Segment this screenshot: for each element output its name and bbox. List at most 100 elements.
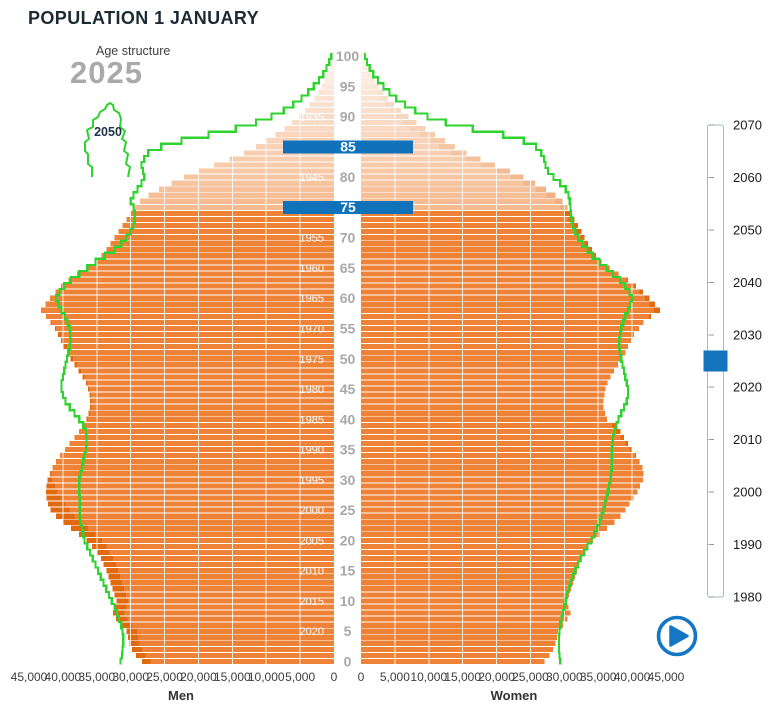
women-bar[interactable] xyxy=(361,453,635,459)
men-bar[interactable] xyxy=(314,95,334,101)
men-surplus-bar[interactable] xyxy=(56,513,75,519)
men-bar[interactable] xyxy=(80,519,334,525)
women-bar[interactable] xyxy=(361,83,374,89)
men-surplus-bar[interactable] xyxy=(121,622,133,628)
age-marker-75[interactable]: 75 xyxy=(283,199,413,215)
women-surplus-bar[interactable] xyxy=(564,210,572,217)
men-bar[interactable] xyxy=(54,483,334,489)
men-surplus-bar[interactable] xyxy=(129,640,140,646)
women-bar[interactable] xyxy=(361,283,635,289)
men-bar[interactable] xyxy=(74,513,335,519)
men-surplus-bar[interactable] xyxy=(74,362,78,368)
women-bar[interactable] xyxy=(361,562,580,568)
women-bar[interactable] xyxy=(361,180,524,186)
men-bar[interactable] xyxy=(171,180,334,186)
women-bar[interactable] xyxy=(361,646,553,652)
men-bar[interactable] xyxy=(159,186,334,192)
women-bar[interactable] xyxy=(361,186,536,192)
women-bar[interactable] xyxy=(361,434,621,441)
women-bar[interactable] xyxy=(361,192,547,198)
women-bar[interactable] xyxy=(361,592,570,598)
women-bar[interactable] xyxy=(361,374,611,380)
women-bar[interactable] xyxy=(361,507,626,513)
women-bar[interactable] xyxy=(361,204,561,210)
men-bar[interactable] xyxy=(102,537,334,543)
age-marker-85[interactable]: 85 xyxy=(283,139,413,155)
men-bar[interactable] xyxy=(140,198,334,204)
men-bar[interactable] xyxy=(61,495,335,501)
women-bar[interactable] xyxy=(361,628,559,634)
women-bar[interactable] xyxy=(361,410,605,416)
women-bar[interactable] xyxy=(361,65,366,71)
women-bar[interactable] xyxy=(361,604,569,610)
men-surplus-bar[interactable] xyxy=(110,580,122,586)
women-surplus-bar[interactable] xyxy=(376,89,384,95)
men-bar[interactable] xyxy=(291,120,334,126)
men-surplus-bar[interactable] xyxy=(50,319,52,326)
men-bar[interactable] xyxy=(45,313,334,319)
men-surplus-bar[interactable] xyxy=(116,598,128,604)
men-bar[interactable] xyxy=(126,604,334,610)
men-bar[interactable] xyxy=(87,416,334,422)
men-bar[interactable] xyxy=(87,380,335,386)
women-bar[interactable] xyxy=(361,337,631,344)
men-bar[interactable] xyxy=(148,192,334,198)
women-bar[interactable] xyxy=(361,241,585,247)
men-bar[interactable] xyxy=(65,501,334,507)
men-bar[interactable] xyxy=(106,543,335,550)
women-bar[interactable] xyxy=(361,495,634,501)
women-surplus-bar[interactable] xyxy=(593,253,597,259)
women-surplus-bar[interactable] xyxy=(625,440,629,447)
men-bar[interactable] xyxy=(81,368,334,374)
women-surplus-bar[interactable] xyxy=(634,453,637,459)
men-bar[interactable] xyxy=(90,392,334,398)
men-surplus-bar[interactable] xyxy=(132,646,143,652)
women-bar[interactable] xyxy=(361,555,582,562)
women-surplus-bar[interactable] xyxy=(370,77,375,83)
men-bar[interactable] xyxy=(89,386,334,392)
men-surplus-bar[interactable] xyxy=(115,616,128,622)
men-surplus-bar[interactable] xyxy=(88,410,90,416)
women-bar[interactable] xyxy=(361,428,616,435)
men-bar[interactable] xyxy=(77,271,334,277)
women-surplus-bar[interactable] xyxy=(576,228,582,235)
men-surplus-bar[interactable] xyxy=(100,555,114,562)
men-bar[interactable] xyxy=(214,162,334,168)
men-bar[interactable] xyxy=(117,568,335,574)
women-bar[interactable] xyxy=(361,53,364,59)
men-bar[interactable] xyxy=(327,71,334,77)
men-surplus-bar[interactable] xyxy=(90,398,92,404)
men-bar[interactable] xyxy=(136,628,334,634)
women-bar[interactable] xyxy=(361,519,615,525)
women-bar[interactable] xyxy=(361,580,574,586)
women-surplus-bar[interactable] xyxy=(580,235,585,241)
men-surplus-bar[interactable] xyxy=(90,404,92,410)
men-bar[interactable] xyxy=(304,107,334,114)
women-surplus-bar[interactable] xyxy=(403,120,417,126)
men-bar[interactable] xyxy=(74,434,335,441)
women-bar[interactable] xyxy=(361,107,391,114)
men-surplus-bar[interactable] xyxy=(86,537,103,543)
men-surplus-bar[interactable] xyxy=(106,568,118,574)
men-bar[interactable] xyxy=(50,295,335,301)
men-bar[interactable] xyxy=(109,549,335,556)
men-bar[interactable] xyxy=(69,350,335,356)
men-bar[interactable] xyxy=(51,471,334,477)
men-surplus-bar[interactable] xyxy=(126,628,137,634)
men-surplus-bar[interactable] xyxy=(112,586,124,592)
men-bar[interactable] xyxy=(69,440,335,447)
women-bar[interactable] xyxy=(361,89,377,95)
year-slider-handle[interactable] xyxy=(703,350,728,372)
men-bar[interactable] xyxy=(134,204,334,210)
women-surplus-bar[interactable] xyxy=(620,434,624,441)
women-bar[interactable] xyxy=(361,543,589,550)
men-bar[interactable] xyxy=(150,658,334,665)
women-bar[interactable] xyxy=(361,319,644,326)
women-surplus-bar[interactable] xyxy=(410,126,426,132)
women-bar[interactable] xyxy=(361,295,645,301)
men-bar[interactable] xyxy=(330,59,334,65)
women-surplus-bar[interactable] xyxy=(535,186,547,192)
women-surplus-bar[interactable] xyxy=(617,271,619,277)
women-bar[interactable] xyxy=(361,313,650,319)
men-surplus-bar[interactable] xyxy=(103,562,116,568)
